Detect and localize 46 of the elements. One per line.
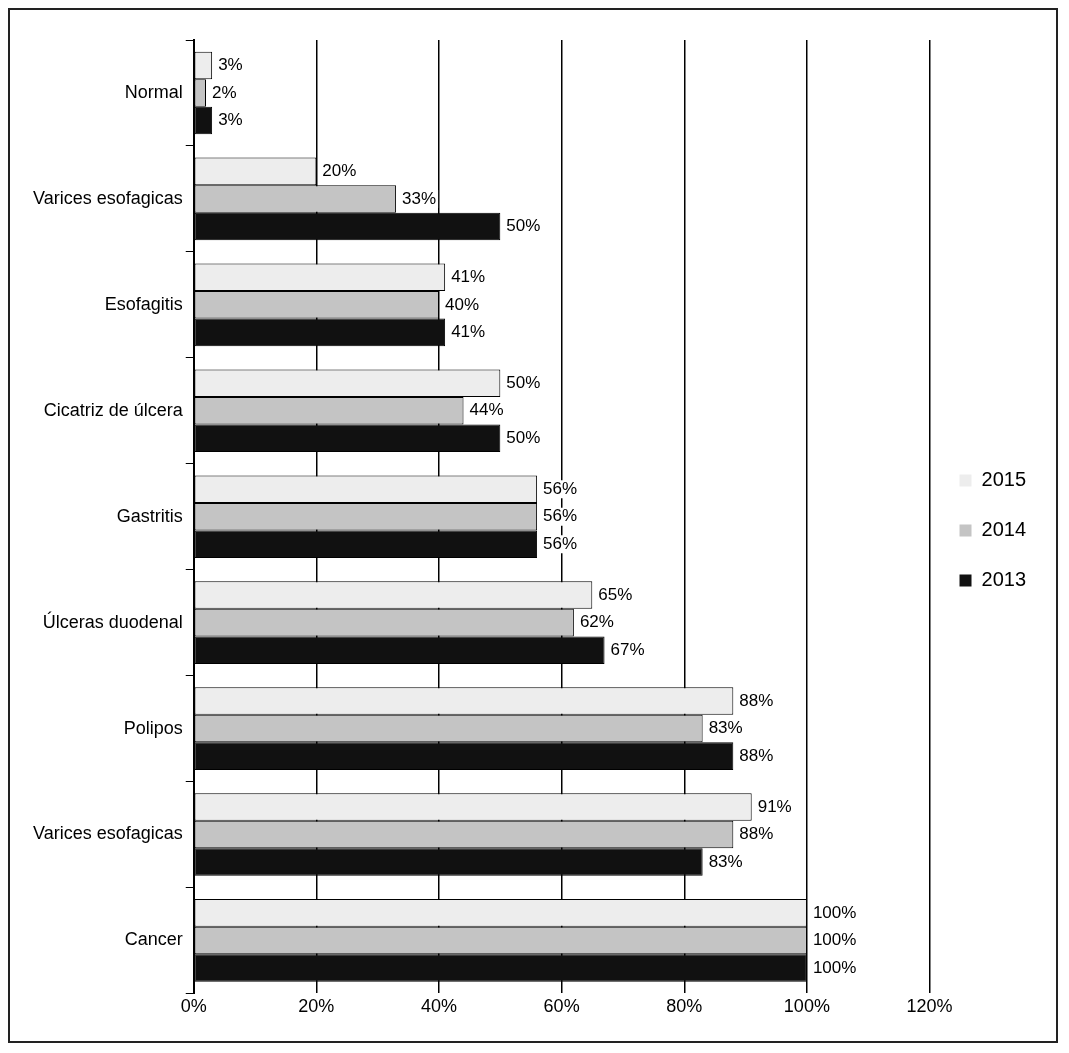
data-label: 56% xyxy=(543,478,578,498)
legend-label: 2013 xyxy=(981,568,1027,591)
data-label: 20% xyxy=(322,161,357,181)
legend-label: 2015 xyxy=(981,468,1027,491)
y-tick-label: Gastritis xyxy=(116,505,183,526)
y-tick-label: Úlceras duodenal xyxy=(42,610,183,632)
data-label: 88% xyxy=(739,745,774,765)
data-label: 33% xyxy=(402,188,437,208)
data-label: 83% xyxy=(708,851,743,871)
data-label: 67% xyxy=(610,639,645,659)
data-label: 100% xyxy=(812,902,857,922)
y-tick-label: Polipos xyxy=(123,717,183,738)
data-label: 50% xyxy=(506,372,541,392)
data-label: 56% xyxy=(543,506,578,526)
x-tick-label: 40% xyxy=(420,996,458,1017)
data-label: 88% xyxy=(739,824,774,844)
x-tick-label: 60% xyxy=(543,996,580,1017)
data-label: 65% xyxy=(598,584,633,604)
data-label: 3% xyxy=(218,110,243,130)
y-tick-label: Cicatriz de úlcera xyxy=(43,399,184,420)
data-label: 88% xyxy=(739,690,774,710)
data-label: 44% xyxy=(469,400,504,420)
data-label: 41% xyxy=(451,322,486,342)
data-label: 100% xyxy=(812,930,857,950)
data-label: 41% xyxy=(451,266,486,286)
data-label: 50% xyxy=(506,428,541,447)
y-tick-label: Varices esofagicas xyxy=(32,187,183,208)
y-tick-label: Varices esofagicas xyxy=(32,823,183,844)
data-label: 3% xyxy=(218,55,243,75)
data-label: 50% xyxy=(506,216,541,236)
y-tick-label: Normal xyxy=(124,81,183,102)
x-tick-label: 120% xyxy=(906,996,953,1017)
x-tick-label: 0% xyxy=(180,996,207,1017)
x-tick-label: 100% xyxy=(783,996,830,1017)
data-label: 100% xyxy=(812,957,857,977)
data-label: 2% xyxy=(212,82,237,102)
data-label: 40% xyxy=(445,294,480,314)
data-label: 62% xyxy=(579,612,614,632)
x-tick-label: 20% xyxy=(298,996,335,1017)
data-label: 56% xyxy=(543,533,578,553)
x-tick-label: 80% xyxy=(666,996,703,1017)
legend-label: 2014 xyxy=(981,518,1027,541)
data-label: 83% xyxy=(708,718,743,738)
y-tick-label: Cancer xyxy=(124,929,183,950)
y-tick-label: Esofagitis xyxy=(104,293,183,314)
data-label: 91% xyxy=(757,796,792,816)
